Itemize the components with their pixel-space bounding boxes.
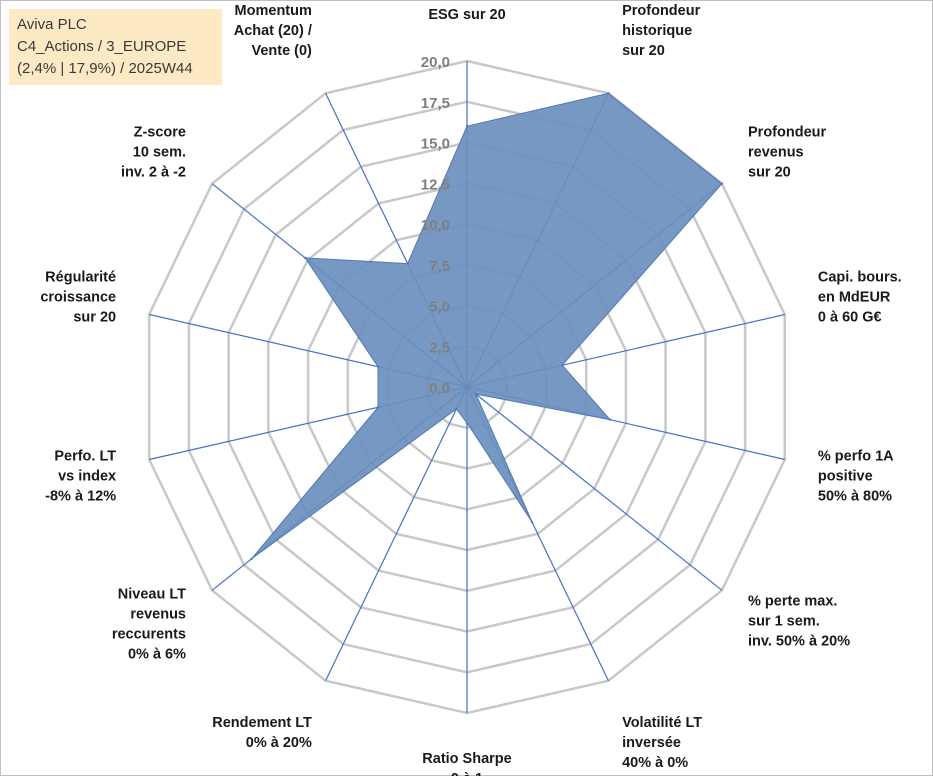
data-point-7: [465, 421, 469, 425]
data-point-5: [474, 392, 478, 396]
axis-label-line: sur 20: [622, 43, 665, 59]
axis-label-line: croissance: [40, 289, 116, 305]
axis-label-7: Ratio Sharpe 0 à 1: [422, 751, 511, 776]
tick-label-1: 2,5: [429, 339, 450, 356]
data-point-13: [406, 262, 409, 265]
axis-label-line: Achat (20) /: [234, 23, 312, 39]
axis-label-line: revenus: [130, 607, 186, 623]
axis-label-line: Capi. bours.: [818, 269, 902, 285]
data-point-11: [376, 365, 380, 368]
axis-label-line: ESG sur 20: [428, 7, 505, 23]
tick-label-4: 10,0: [421, 217, 450, 234]
axis-label-line: 0% à 6%: [128, 647, 186, 663]
data-point-10: [376, 406, 380, 409]
radar-series: [250, 92, 724, 560]
axis-label-line: en MdEUR: [818, 289, 891, 305]
tick-label-3: 7,5: [429, 258, 450, 275]
axis-label-line: vs index: [58, 469, 116, 485]
tick-label-7: 17,5: [421, 95, 450, 112]
tick-label-6: 15,0: [421, 136, 450, 153]
axis-label-8: Rendement LT 0% à 20%: [212, 715, 312, 751]
axis-label-line: Niveau LT: [118, 587, 186, 603]
axis-label-line: Vente (0): [251, 43, 312, 59]
axis-label-line: 0 à 60 G€: [818, 309, 882, 325]
axis-label-line: sur 20: [748, 164, 791, 180]
axis-label-line: 10 sem.: [133, 144, 186, 160]
series-area-0: [251, 92, 723, 560]
axis-label-3: Capi. bours. en MdEUR 0 à 60 G€: [818, 269, 902, 325]
info-box: Aviva PLC C4_Actions / 3_EUROPE (2,4% | …: [9, 9, 222, 85]
tick-label-5: 12,5: [421, 176, 450, 193]
axis-label-line: -8% à 12%: [45, 489, 116, 505]
axis-label-line: 0% à 20%: [246, 735, 312, 751]
axis-label-13: Momentum Achat (20) / Vente (0): [234, 3, 312, 59]
tick-label-0: 0,0: [429, 380, 450, 397]
axis-label-line: Perfo. LT: [54, 449, 116, 465]
spoke-5: [466, 386, 723, 591]
axis-label-6: Volatilité LT inversée 40% à 0%: [622, 715, 702, 771]
axis-label-11: Régularité croissance sur 20: [40, 269, 116, 325]
axis-label-line: inv. 50% à 20%: [748, 634, 850, 650]
axis-label-1: Profondeur historique sur 20: [622, 3, 700, 59]
axis-label-line: positive: [818, 469, 873, 485]
axis-label-line: Note: [451, 0, 483, 3]
axis-label-12: Z-score 10 sem. inv. 2 à -2: [121, 124, 186, 180]
axis-label-line: Régularité: [45, 269, 116, 285]
data-point-2: [720, 182, 724, 185]
data-point-12: [304, 256, 307, 260]
axis-label-0: Note ESG sur 20: [428, 0, 505, 23]
data-point-9: [250, 557, 253, 560]
axis-label-line: % perte max.: [748, 594, 837, 610]
axis-label-line: Ratio Sharpe: [422, 751, 511, 767]
axis-label-line: % perfo 1A: [818, 449, 894, 465]
axis-label-line: sur 20: [73, 309, 116, 325]
tick-label-8: 20,0: [421, 54, 450, 71]
axis-label-line: Rendement LT: [212, 715, 312, 731]
axis-label-line: reccurents: [112, 627, 186, 643]
axis-label-9: Niveau LT revenus reccurents 0% à 6%: [112, 587, 186, 663]
axis-label-line: inversée: [622, 735, 681, 751]
data-point-8: [455, 407, 458, 411]
axis-label-10: Perfo. LT vs index -8% à 12%: [45, 449, 116, 505]
info-company-name: Aviva PLC: [17, 16, 87, 33]
axis-label-line: sur 1 sem.: [748, 614, 820, 630]
axis-label-line: Z-score: [134, 124, 186, 140]
axis-label-line: 50% à 80%: [818, 489, 892, 505]
data-point-6: [530, 520, 534, 524]
axis-label-line: revenus: [748, 144, 804, 160]
axis-label-line: historique: [622, 23, 692, 39]
info-stats-week: (2,4% | 17,9%) / 2025W44: [17, 60, 193, 77]
axis-label-line: inv. 2 à -2: [121, 164, 186, 180]
spoke-8: [325, 386, 468, 681]
axis-label-line: Volatilité LT: [622, 715, 702, 731]
axis-label-4: % perfo 1A positive 50% à 80%: [818, 449, 894, 505]
info-category: C4_Actions / 3_EUROPE: [17, 38, 187, 55]
data-point-4: [608, 418, 612, 421]
data-point-1: [607, 92, 610, 95]
axis-label-line: Profondeur: [622, 3, 700, 19]
axis-label-line: Profondeur: [748, 124, 826, 140]
data-point-3: [561, 364, 564, 367]
axis-label-5: % perte max. sur 1 sem. inv. 50% à 20%: [748, 594, 850, 650]
axis-label-line: Momentum: [235, 3, 312, 19]
radar-tick-labels: 0,0 2,5 5,0 7,5 10,0 12,5 15,0 17,5 20,0: [421, 54, 450, 397]
radar-axis-labels: Note ESG sur 20 Profondeur historique sur 20…: [40, 0, 901, 776]
tick-label-2: 5,0: [429, 299, 450, 316]
axis-label-line: 40% à 0%: [622, 755, 688, 771]
axis-label-2: Profondeur revenus sur 20: [748, 124, 826, 180]
data-point-0: [465, 125, 469, 128]
axis-label-line: 0 à 1: [451, 771, 483, 776]
